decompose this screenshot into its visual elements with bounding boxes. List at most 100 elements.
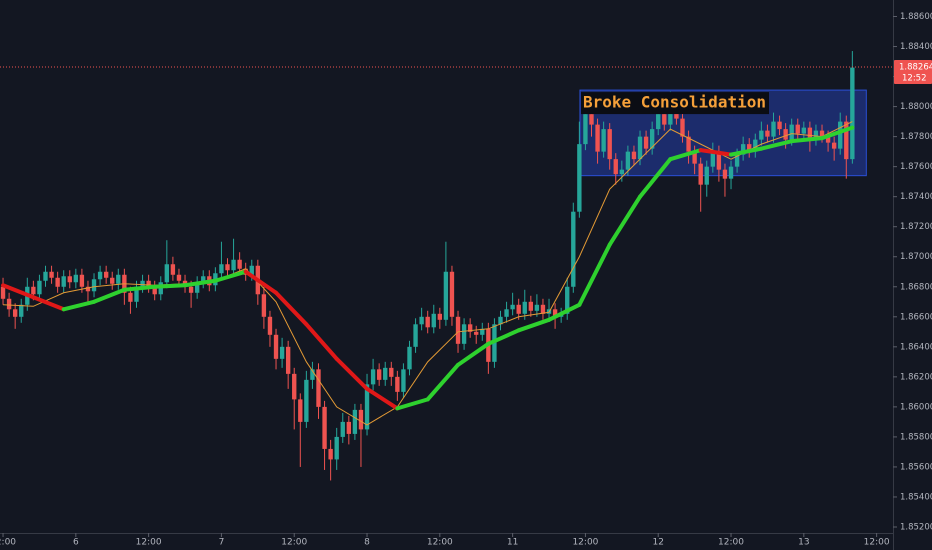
ma-segment <box>304 322 339 361</box>
x-tick-label: 12:00 <box>427 538 453 548</box>
candle-body <box>12 309 18 317</box>
candle-body <box>807 127 813 140</box>
candle-body <box>765 130 770 137</box>
candle-body <box>510 304 515 310</box>
candle-body <box>31 286 36 295</box>
y-tick-label: 1.86400 <box>900 342 932 352</box>
candle-body <box>498 316 503 325</box>
candle-body <box>686 136 691 152</box>
candle-body <box>55 277 60 287</box>
candle-body <box>649 129 655 149</box>
x-tick-label: 12:00 <box>864 538 890 548</box>
x-tick-label: 12:00 <box>136 538 162 548</box>
candle-body <box>668 106 673 125</box>
candle-body <box>328 448 333 460</box>
y-tick-label: 1.85400 <box>900 492 932 502</box>
candle-body <box>825 136 831 143</box>
candle-body <box>540 304 546 314</box>
ma-segment <box>456 341 491 367</box>
y-tick-label: 1.86200 <box>900 372 932 382</box>
y-tick-label: 1.87200 <box>900 222 932 232</box>
y-tick-label: 1.88000 <box>900 102 932 112</box>
x-tick-label: 13 <box>798 538 809 548</box>
y-tick-label: 1.85200 <box>900 522 932 532</box>
y-tick-label: 1.86800 <box>900 282 932 292</box>
ma-segment <box>31 295 66 312</box>
candle-body <box>285 346 291 374</box>
ma-segment <box>789 136 825 144</box>
candle-body <box>395 376 400 392</box>
candle-body <box>516 304 521 314</box>
candle-body <box>140 280 145 287</box>
ma-segment <box>820 125 855 141</box>
candle-body <box>364 384 370 430</box>
candle-body <box>583 114 588 145</box>
candle-body <box>734 154 740 167</box>
candle-body <box>110 277 115 284</box>
candle-body <box>449 271 455 317</box>
y-tick-label: 1.86600 <box>900 312 932 322</box>
candle-body <box>322 406 327 449</box>
y-tick-label: 1.87800 <box>900 132 932 142</box>
ma-segment <box>183 278 218 288</box>
candle-body <box>522 301 527 314</box>
candle-body <box>267 316 273 335</box>
candle-body <box>0 286 6 299</box>
candle-body <box>850 67 855 160</box>
candle-body <box>85 286 91 292</box>
candle-body <box>455 316 461 344</box>
candle-body <box>219 264 224 274</box>
candle-body <box>358 409 364 430</box>
candle-body <box>316 369 321 407</box>
candle-body <box>334 436 339 460</box>
candle-body <box>571 211 576 287</box>
candle-body <box>425 316 430 328</box>
annotation-text: Broke Consolidation <box>583 93 766 112</box>
candle-body <box>116 274 121 284</box>
candle-body <box>504 309 509 317</box>
candle-body <box>698 163 703 185</box>
candle-body <box>389 367 394 377</box>
candle-body <box>789 124 794 140</box>
candle-body <box>607 129 612 160</box>
candle-body <box>249 265 254 275</box>
candle-body <box>431 313 436 328</box>
ma-segment <box>638 157 673 199</box>
candle-body <box>225 264 230 271</box>
candle-body <box>103 271 109 278</box>
candle-body <box>79 274 85 287</box>
candle-body <box>443 271 449 320</box>
ma-segment <box>547 302 582 322</box>
candle-body <box>383 367 388 380</box>
ma-segment <box>486 328 521 346</box>
ma-segment <box>395 397 430 411</box>
candle-body <box>771 121 776 137</box>
candle-body <box>747 144 752 152</box>
candle-body <box>413 324 418 347</box>
candle-body <box>692 151 697 164</box>
ma-segment <box>759 139 794 151</box>
candle-body <box>370 369 376 385</box>
candle-body <box>710 151 716 167</box>
countdown-label: 12:52 <box>902 73 927 83</box>
candle-body <box>43 271 48 281</box>
x-tick-label: 7 <box>219 538 225 548</box>
candle-body <box>838 121 843 149</box>
candle-body <box>625 151 631 170</box>
candle-body <box>716 151 722 170</box>
x-tick-label: 11 <box>507 538 518 548</box>
candle-body <box>759 130 764 140</box>
ma-segment <box>213 269 248 283</box>
ma-segment <box>61 299 97 312</box>
candle-body <box>340 421 345 437</box>
candle-body <box>61 276 66 287</box>
candle-body <box>777 121 782 130</box>
candle-body <box>19 304 24 317</box>
candle-body <box>298 399 303 422</box>
candle-body <box>783 129 788 140</box>
candle-body <box>91 279 97 292</box>
candle-body <box>613 159 618 175</box>
ma-segment <box>668 148 703 162</box>
candle-body <box>6 298 12 310</box>
